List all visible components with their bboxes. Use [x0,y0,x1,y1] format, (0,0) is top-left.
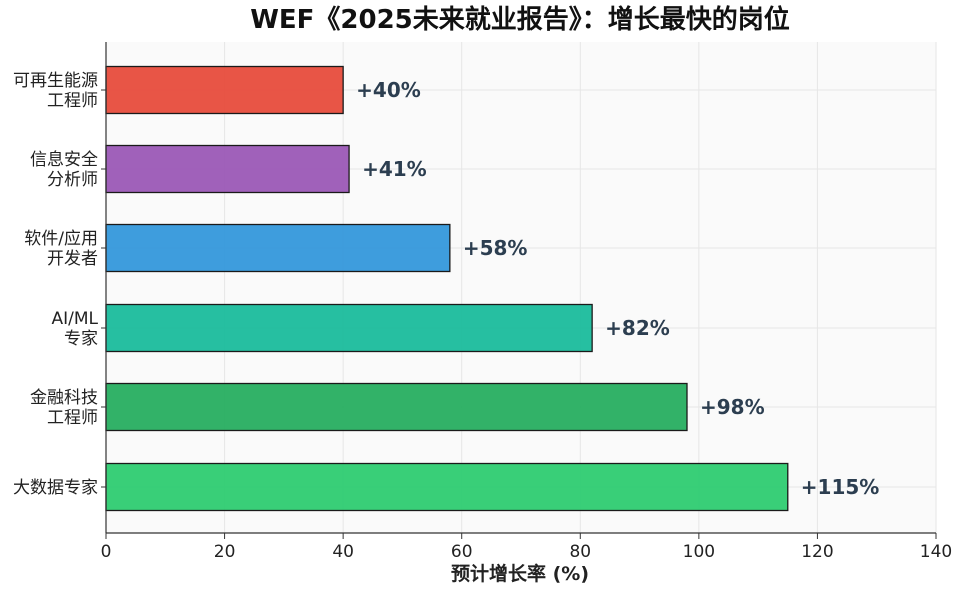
data-label: +40% [356,78,421,102]
chart-title: WEF《2025未来就业报告》：增长最快的岗位 [250,4,790,35]
bar [105,303,593,353]
category-label-line: 信息安全 [30,150,98,170]
bar [105,462,789,512]
plot-background [106,42,936,533]
x-tick-label: 120 [801,542,833,562]
x-tick-label: 40 [332,542,354,562]
bar [105,65,344,115]
data-labels: +40% +41% +58% +82% +98% +115% [356,78,879,499]
x-tick-label: 100 [683,542,715,562]
category-label: 大数据专家 [13,478,98,498]
category-label-line: 分析师 [47,170,98,190]
x-ticks: 0 20 40 60 80 100 120 140 [101,533,952,562]
category-label: AI/ML 专家 [51,309,98,349]
category-label: 信息安全分析师 [30,150,98,190]
data-label: +115% [801,475,880,499]
x-axis-label: 预计增长率 (%) [451,562,589,585]
x-tick-label: 60 [451,542,473,562]
category-label: 可再生能源工程师 [13,71,98,111]
x-tick-label: 80 [569,542,591,562]
bar [105,382,688,432]
x-tick-label: 20 [214,542,236,562]
x-tick-label: 0 [101,542,112,562]
category-label-line: 金融科技 [30,388,98,408]
category-label-line: 开发者 [47,249,98,269]
data-label: +82% [605,316,670,340]
category-label-line: 工程师 [47,408,98,428]
category-label-line: 大数据专家 [13,478,98,498]
data-label: +98% [700,395,765,419]
category-label: 软件/应用开发者 [24,229,98,269]
category-label-line: 可再生能源 [13,71,98,91]
bar [105,223,451,273]
data-label: +58% [463,236,528,260]
data-label: +41% [362,157,427,181]
x-tick-label: 140 [920,542,952,562]
category-label: 金融科技工程师 [30,388,98,428]
category-label-line: 专家 [64,329,98,349]
bar [105,144,350,194]
bars [105,65,789,512]
category-label-line: 工程师 [47,91,98,111]
category-label-line: 软件/应用 [24,229,98,249]
category-label-line: AI/ML [51,309,98,329]
